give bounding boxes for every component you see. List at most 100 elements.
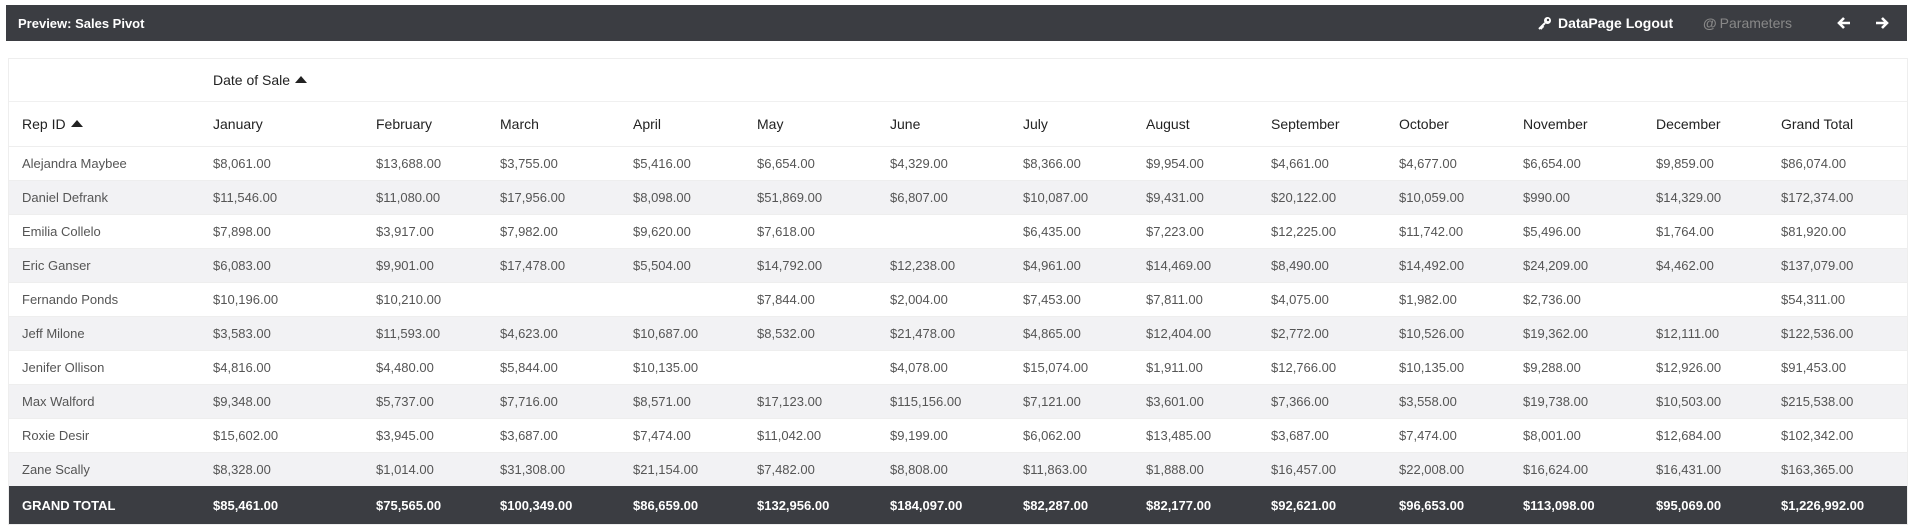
value-cell: $4,661.00 [1258,146,1386,181]
rep-name-cell: Roxie Desir [9,418,200,453]
value-cell: $17,956.00 [487,180,620,215]
value-cell: $3,558.00 [1386,384,1510,419]
value-cell: $3,917.00 [363,214,487,249]
value-cell: $137,079.00 [1768,248,1908,283]
value-cell: $20,122.00 [1258,180,1386,215]
blank-cell [9,59,200,102]
total-cell: $95,069.00 [1643,486,1768,524]
logout-link[interactable]: DataPage Logout [1538,15,1673,31]
value-cell: $3,755.00 [487,146,620,181]
header-row: Rep ID January February March April May June Ju… [9,101,1908,147]
top-bar: Preview: Sales Pivot DataPage Logout @ P… [6,5,1907,41]
value-cell: $16,624.00 [1510,452,1643,486]
value-cell: $3,687.00 [1258,418,1386,453]
total-cell: $75,565.00 [363,486,487,524]
value-cell: $91,453.00 [1768,350,1908,385]
sort-arrow [295,76,308,83]
value-cell: $7,482.00 [744,452,877,486]
column-header-text: Grand Total [1781,116,1854,132]
parameters-link[interactable]: @ Parameters [1703,15,1792,31]
column-header: August [1133,101,1258,147]
value-cell: $2,004.00 [877,282,1010,317]
value-cell: $8,532.00 [744,316,877,351]
value-cell: $12,404.00 [1133,316,1258,351]
value-cell: $4,677.00 [1386,146,1510,181]
value-cell: $6,435.00 [1010,214,1133,249]
value-cell: $9,859.00 [1643,146,1768,181]
value-cell: $9,901.00 [363,248,487,283]
data-row: Jenifer Ollison $4,816.00 $4,480.00 $5,844.… [9,350,1908,385]
rep-name-cell: Jeff Milone [9,316,200,351]
value-cell: $9,199.00 [877,418,1010,453]
rep-name-cell: Eric Ganser [9,248,200,283]
total-cell: $96,653.00 [1386,486,1510,524]
value-cell: $7,223.00 [1133,214,1258,249]
data-row: Emilia Collelo $7,898.00 $3,917.00 $7,982.0… [9,214,1908,249]
back-arrow[interactable] [1837,16,1851,30]
value-cell: $7,982.00 [487,214,620,249]
value-cell: $4,462.00 [1643,248,1768,283]
value-cell: $4,329.00 [877,146,1010,181]
value-cell: $1,764.00 [1643,214,1768,249]
value-cell: $1,911.00 [1133,350,1258,385]
value-cell: $11,546.00 [200,180,363,215]
parameters-text: Parameters [1719,15,1793,31]
total-cell: $100,349.00 [487,486,620,524]
column-header-text: June [890,116,921,132]
column-header-text: February [376,116,433,132]
value-cell: $10,135.00 [1386,350,1510,385]
column-header: October [1386,101,1510,147]
total-cell: $92,621.00 [1258,486,1386,524]
value-cell [744,350,877,385]
logout-text: DataPage Logout [1558,15,1674,31]
data-row: Daniel Defrank $11,546.00 $11,080.00 $17,95… [9,180,1908,215]
value-cell: $9,954.00 [1133,146,1258,181]
at-icon: @ [1703,15,1717,31]
forward-arrow[interactable] [1875,16,1889,30]
data-row: Zane Scally $8,328.00 $1,014.00 $31,308.00 $… [9,452,1908,486]
value-cell: $8,490.00 [1258,248,1386,283]
value-cell: $5,416.00 [620,146,744,181]
column-group-header[interactable]: Date of Sale [200,59,1907,102]
total-cell: $113,098.00 [1510,486,1643,524]
rep-name-cell: Emilia Collelo [9,214,200,249]
data-row: Eric Ganser $6,083.00 $9,901.00 $17,478.00 $… [9,248,1908,283]
value-cell: $19,362.00 [1510,316,1643,351]
value-cell: $4,816.00 [200,350,363,385]
value-cell: $6,807.00 [877,180,1010,215]
value-cell: $17,478.00 [487,248,620,283]
value-cell: $21,154.00 [620,452,744,486]
value-cell: $9,431.00 [1133,180,1258,215]
value-cell: $7,474.00 [1386,418,1510,453]
value-cell: $6,654.00 [744,146,877,181]
value-cell: $9,348.00 [200,384,363,419]
value-cell: $7,121.00 [1010,384,1133,419]
data-row: Jeff Milone $3,583.00 $11,593.00 $4,623.00 $… [9,316,1908,351]
value-cell: $102,342.00 [1768,418,1908,453]
value-cell: $7,453.00 [1010,282,1133,317]
total-label: GRAND TOTAL [9,486,200,524]
value-cell: $3,687.00 [487,418,620,453]
value-cell: $10,196.00 [200,282,363,317]
value-cell: $81,920.00 [1768,214,1908,249]
data-row: Fernando Ponds $10,196.00 $10,210.00 $7,844… [9,282,1908,317]
value-cell: $4,961.00 [1010,248,1133,283]
value-cell [1643,282,1768,317]
value-cell: $12,766.00 [1258,350,1386,385]
value-cell [487,282,620,317]
column-header: May [744,101,877,147]
total-cell: $86,659.00 [620,486,744,524]
column-header-text: September [1271,116,1340,132]
value-cell: $10,135.00 [620,350,744,385]
value-cell: $10,526.00 [1386,316,1510,351]
column-header[interactable]: Rep ID [9,101,200,147]
column-header: December [1643,101,1768,147]
value-cell: $7,474.00 [620,418,744,453]
value-cell [620,282,744,317]
value-cell: $13,485.00 [1133,418,1258,453]
value-cell: $4,078.00 [877,350,1010,385]
total-cell: $82,177.00 [1133,486,1258,524]
value-cell: $10,687.00 [620,316,744,351]
value-cell: $215,538.00 [1768,384,1908,419]
